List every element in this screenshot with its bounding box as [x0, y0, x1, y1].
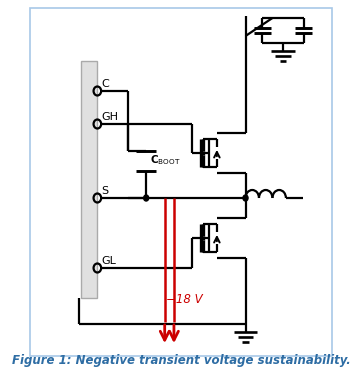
Bar [81, 61, 97, 298]
Circle shape [243, 195, 248, 201]
Text: GL: GL [102, 256, 117, 266]
Text: Figure 1: Negative transient voltage sustainability.: Figure 1: Negative transient voltage sus… [12, 354, 351, 367]
Text: −18 V: −18 V [166, 293, 203, 306]
Text: S: S [102, 186, 109, 196]
FancyBboxPatch shape [30, 8, 332, 356]
Text: C: C [102, 79, 109, 89]
Text: $\mathbf{C}_{\mathsf{BOOT}}$: $\mathbf{C}_{\mathsf{BOOT}}$ [150, 153, 180, 167]
Circle shape [144, 195, 149, 201]
Text: GH: GH [102, 112, 119, 122]
